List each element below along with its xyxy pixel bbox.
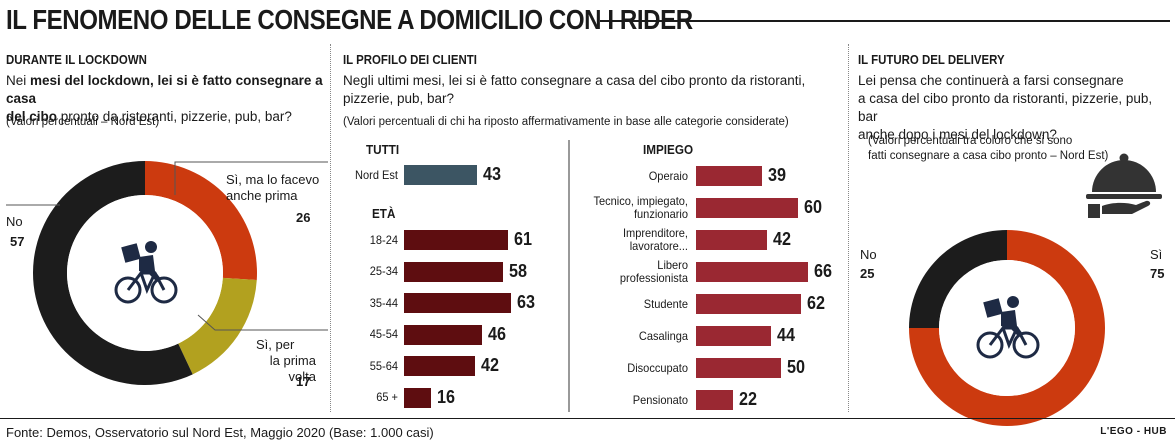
impiego-bar-4	[696, 294, 802, 314]
eta-bar-1	[404, 261, 503, 282]
eta-label-5: 65 +	[376, 390, 398, 404]
eta-bar-4	[404, 356, 476, 376]
pie2-slice-0	[909, 230, 1105, 426]
page-title: IL FENOMENO DELLE CONSEGNE A DOMICILIO C…	[6, 4, 693, 35]
section3-note: (Valori percentuali tra coloro che si so…	[868, 135, 1109, 162]
section2-heading: IL PROFILO DEI CLIENTI	[343, 52, 477, 67]
pie1-label-si-prima: Sì, ma lo facevo anche prima	[226, 172, 320, 203]
eta-bar-2	[404, 293, 512, 313]
eta-value-4: 42	[481, 355, 500, 375]
eta-label-3: 45-54	[369, 327, 398, 341]
group-eta-heading: ETÀ	[372, 206, 396, 221]
impiego-label-2: Imprenditore, lavoratore...	[622, 226, 688, 253]
impiego-label-1: Tecnico, impiegato, funzionario	[593, 194, 688, 221]
separator-1	[330, 44, 331, 412]
impiego-label-4: Studente	[643, 296, 688, 311]
brand-logo: L'EGO - HUB	[1100, 426, 1167, 437]
separator-2	[848, 44, 849, 412]
impiego-bar-0	[696, 166, 763, 186]
q1-text-a: Nei	[6, 73, 31, 88]
impiego-label-5: Casalinga	[638, 328, 688, 343]
footer-rule	[0, 418, 1175, 419]
eta-bar-0	[404, 230, 508, 250]
impiego-label-3: Libero professionista	[619, 258, 688, 285]
section1-heading: DURANTE IL LOCKDOWN	[6, 52, 147, 67]
eta-value-0: 61	[513, 229, 532, 249]
impiego-label-7: Pensionato	[632, 392, 688, 407]
eta-bar-3	[404, 324, 483, 345]
pie1-leader-si-prima-volta	[197, 314, 328, 331]
section2-note: (Valori percentuali di chi ha riposto af…	[343, 116, 789, 128]
impiego-value-3: 66	[814, 261, 833, 281]
pie1-value-si-prima-volta: 17	[296, 374, 311, 389]
title-rule	[600, 20, 1170, 22]
impiego-label-6: Disoccupato	[627, 360, 688, 375]
pie1-label-si-prima-volta: Sì, per la prima volta	[256, 337, 316, 384]
impiego-bar-6	[696, 358, 781, 378]
eta-label-4: 55-64	[369, 358, 398, 373]
pie1-leader-si-prima	[174, 161, 328, 195]
q1-text-b: mesi del lockdown, lei si è fatto conseg…	[6, 73, 323, 106]
q1-text-d: pronto da ristoranti, pizzerie, pub, bar…	[57, 109, 292, 124]
section1-question: Nei mesi del lockdown, lei si è fatto co…	[6, 72, 326, 126]
eta-label-1: 25-34	[369, 264, 398, 278]
eta-value-2: 63	[517, 292, 536, 312]
pie2-label-si: Sì	[1150, 247, 1163, 262]
impiego-value-0: 39	[768, 165, 787, 185]
eta-label-2: 35-44	[369, 295, 398, 310]
pie1-value-no: 57	[10, 234, 25, 249]
impiego-value-6: 50	[787, 357, 806, 377]
eta-bar-5	[404, 387, 432, 408]
pie2-label-no: No	[860, 247, 877, 262]
impiego-value-7: 22	[739, 389, 758, 409]
pie2-value-no: 25	[860, 266, 875, 281]
impiego-bar-2	[696, 230, 768, 250]
pie2-value-si: 75	[1150, 266, 1165, 281]
eta-value-1: 58	[508, 260, 527, 281]
section2-question: Negli ultimi mesi, lei si è fatto conseg…	[343, 73, 806, 106]
impiego-value-1: 60	[804, 197, 823, 217]
pie2-rider-icon	[976, 296, 1040, 359]
group-impiego-heading: IMPIEGO	[643, 142, 694, 157]
eta-value-3: 46	[488, 323, 507, 344]
pie1-rider-icon	[114, 241, 178, 304]
q1-text-c: del cibo	[6, 109, 58, 124]
tutti-bar-0	[404, 165, 478, 185]
impiego-bar-3	[696, 262, 809, 282]
cloche-icon	[1086, 153, 1162, 218]
impiego-value-5: 44	[776, 325, 795, 345]
pie1-slice-2	[33, 161, 193, 385]
pie2-slice-1	[909, 230, 1007, 328]
tutti-label-0: Nord Est	[355, 167, 398, 182]
section1-note: (Valori percentuali – Nord Est)	[6, 116, 160, 128]
group-tutti-heading: TUTTI	[366, 142, 400, 157]
impiego-value-2: 42	[773, 229, 792, 249]
section3-question: Lei pensa che continuerà a farsi consegn…	[858, 73, 1153, 142]
eta-value-5: 16	[437, 386, 456, 407]
pie1-label-no: No	[6, 214, 23, 229]
pie1-slice-0	[145, 161, 257, 281]
separator-bars	[568, 140, 570, 412]
impiego-value-4: 62	[807, 293, 826, 313]
impiego-label-0: Operaio	[648, 168, 688, 183]
tutti-value-0: 43	[483, 164, 502, 184]
impiego-bar-5	[696, 326, 771, 346]
eta-label-0: 18-24	[369, 232, 398, 247]
section3-heading: IL FUTURO DEL DELIVERY	[858, 52, 1005, 67]
source-footer: Fonte: Demos, Osservatorio sul Nord Est,…	[6, 425, 434, 440]
impiego-bar-7	[696, 390, 734, 410]
impiego-bar-1	[696, 198, 798, 218]
pie1-value-si-prima: 26	[296, 210, 311, 225]
pie1-slice-1	[178, 277, 257, 375]
